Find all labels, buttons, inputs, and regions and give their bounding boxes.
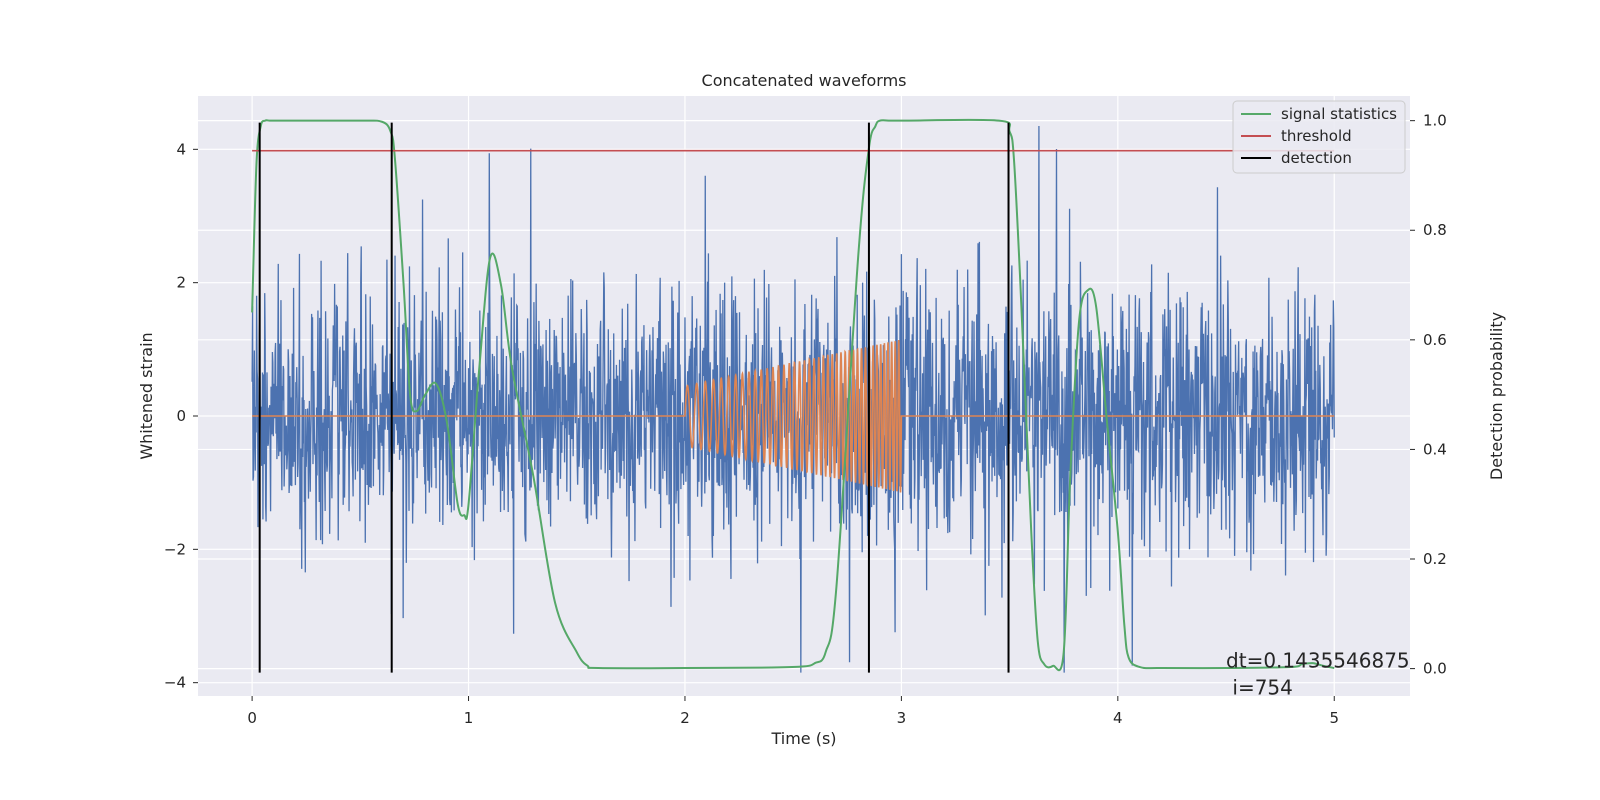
x-tick-label-3: 3	[897, 709, 907, 727]
y-tick-label-0: −4	[164, 674, 186, 692]
y-right-tick-label-3: 0.6	[1423, 331, 1447, 349]
x-tick-label-0: 0	[247, 709, 257, 727]
x-tick-label-5: 5	[1329, 709, 1339, 727]
y-tick-label-3: 2	[176, 274, 186, 292]
series-noise-line	[251, 125, 1335, 673]
y-tick-label-4: 4	[176, 140, 186, 158]
annotation-dt: dt=0.1435546875	[1226, 649, 1410, 673]
legend-label-0: signal statistics	[1281, 105, 1397, 123]
y-right-tick-label-4: 0.8	[1423, 221, 1447, 239]
x-tick-label-1: 1	[464, 709, 474, 727]
x-tick-label-4: 4	[1113, 709, 1123, 727]
legend-box	[1232, 100, 1406, 174]
legend: signal statistics threshold detection	[1232, 100, 1406, 174]
y-axis-label: Whitened strain	[137, 332, 156, 459]
chart-title: Concatenated waveforms	[702, 71, 907, 90]
legend-label-2: detection	[1281, 149, 1352, 167]
series-signal-statistics-line	[251, 118, 1335, 672]
y-right-tick-label-5: 1.0	[1423, 112, 1447, 130]
annotation-index: i=754	[1226, 676, 1293, 700]
series-layer	[251, 118, 1335, 673]
legend-label-1: threshold	[1281, 127, 1352, 145]
x-axis-label: Time (s)	[770, 729, 836, 748]
y-tick-label-1: −2	[164, 540, 186, 558]
series-chirp-line	[252, 339, 1335, 493]
y-tick-label-2: 0	[176, 407, 186, 425]
y-right-tick-label-2: 0.4	[1423, 440, 1447, 458]
ticks: 0 1 2 3 4 5 −4 −2 0 2 4 0.0 0.2 0.4 0.6 0.8 1.0	[164, 112, 1447, 727]
y-axis-right-label: Detection probability	[1487, 312, 1506, 480]
y-right-tick-label-1: 0.2	[1423, 550, 1447, 568]
y-right-tick-label-0: 0.0	[1423, 660, 1447, 678]
x-tick-label-2: 2	[680, 709, 690, 727]
